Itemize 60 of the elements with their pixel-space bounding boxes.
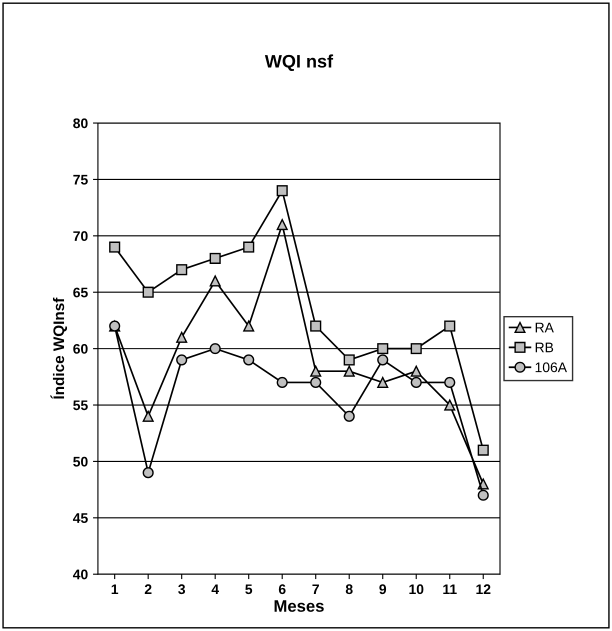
point: [243, 242, 254, 253]
point: [410, 343, 422, 354]
x-tick-label: 12: [476, 584, 490, 594]
x-tick-label: 3: [178, 584, 186, 594]
y-tick-label: 75: [73, 174, 88, 185]
point: [142, 467, 154, 478]
point: [276, 376, 288, 388]
point: [344, 410, 355, 422]
y-tick-label: 55: [73, 400, 88, 410]
x-axis-title: Meses: [274, 600, 324, 612]
point: [142, 286, 154, 298]
point: [276, 219, 288, 230]
point: [310, 320, 322, 332]
x-tick-label: 11: [443, 584, 457, 594]
point: [444, 399, 456, 411]
point: [176, 264, 188, 276]
point: [243, 320, 254, 332]
x-tick-label: 4: [212, 584, 219, 594]
point: [377, 376, 388, 388]
point: [478, 490, 489, 501]
y-tick-label: 50: [73, 456, 88, 467]
point: [210, 343, 221, 354]
point: [276, 185, 288, 196]
point: [410, 366, 422, 377]
legend-label: RA: [536, 322, 554, 332]
y-tick-label: 80: [73, 118, 88, 128]
point: [444, 376, 456, 388]
point: [210, 275, 221, 287]
point: [310, 376, 322, 388]
point: [310, 366, 322, 377]
point: [478, 444, 489, 456]
point: [176, 332, 188, 343]
x-tick-label: 7: [312, 584, 319, 594]
legend-label: 106A: [536, 362, 567, 372]
x-tick-label: 8: [346, 584, 353, 594]
x-tick-label: 5: [245, 584, 252, 594]
point: [142, 410, 154, 422]
x-tick-label: 2: [144, 584, 152, 594]
point: [243, 354, 254, 366]
y-tick-label: 40: [72, 570, 88, 580]
point: [410, 376, 422, 388]
x-tick-label: 9: [379, 584, 386, 594]
y-tick-label: 70: [73, 231, 88, 242]
x-tick-label: 1: [112, 584, 118, 594]
y-tick-label: 45: [72, 513, 88, 523]
point: [109, 242, 120, 253]
point: [444, 320, 456, 332]
chart-title: WQI nsf: [264, 54, 334, 72]
y-axis-title: Índice WQInsf: [50, 298, 68, 399]
point: [210, 252, 221, 264]
point: [176, 354, 188, 366]
point: [344, 366, 355, 377]
point: [377, 343, 388, 354]
x-tick-label: 6: [278, 584, 286, 594]
x-tick-label: 10: [409, 584, 424, 594]
point: [377, 354, 388, 366]
y-tick-label: 65: [73, 288, 88, 298]
point: [344, 354, 355, 366]
legend-label: RB: [536, 342, 554, 352]
y-tick-label: 60: [73, 344, 88, 354]
